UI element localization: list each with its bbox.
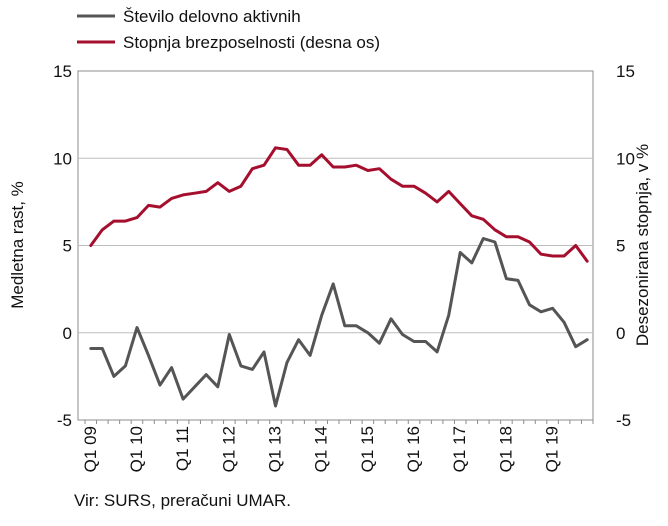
legend: Število delovno aktivnih Stopnja brezpos…	[77, 7, 380, 52]
series-line-unemployment	[89, 146, 589, 263]
right-tick-label: 0	[616, 324, 625, 343]
right-tick-label: 10	[616, 149, 635, 168]
x-tick-label: Q1 11	[173, 426, 192, 471]
x-axis-ticks: Q1 09 Q1 10 Q1 11 Q1 12 Q1 13 Q1 14 Q1 15 Q1 16…	[81, 420, 594, 472]
right-tick-label: 15	[616, 62, 635, 81]
left-tick-label: 10	[53, 149, 72, 168]
x-tick-label: Q1 17	[450, 426, 469, 472]
left-tick-label: 15	[53, 62, 72, 81]
gridlines	[78, 157, 593, 334]
x-tick-label: Q1 16	[404, 426, 423, 472]
x-tick-label: Q1 13	[266, 426, 285, 472]
source-note: Vir: SURS, preračuni UMAR.	[74, 491, 291, 510]
x-tick-label: Q1 15	[358, 426, 377, 472]
right-tick-label: 5	[616, 237, 625, 256]
left-tick-label: 5	[63, 237, 72, 256]
left-axis-ticks: -5 0 5 10 15	[53, 62, 72, 430]
left-axis-label: Medletna rast, %	[8, 181, 27, 309]
right-axis-ticks: -5 0 5 10 15	[616, 62, 635, 430]
left-tick-label: 0	[63, 324, 72, 343]
x-tick-label: Q1 12	[219, 426, 238, 472]
series-line-employment	[89, 237, 589, 408]
right-tick-label: -5	[616, 411, 631, 430]
legend-label-employment: Število delovno aktivnih	[123, 7, 301, 26]
left-tick-label: -5	[57, 411, 72, 430]
x-tick-label: Q1 10	[127, 426, 146, 472]
legend-label-unemployment: Stopnja brezposelnosti (desna os)	[123, 33, 380, 52]
right-axis-label: Desezonirana stopnja, v %	[633, 144, 652, 346]
series-lines	[89, 146, 589, 408]
x-tick-label: Q1 14	[312, 426, 331, 472]
x-tick-label: Q1 09	[81, 426, 100, 472]
x-tick-label: Q1 18	[496, 426, 515, 472]
x-tick-label: Q1 19	[543, 426, 562, 472]
